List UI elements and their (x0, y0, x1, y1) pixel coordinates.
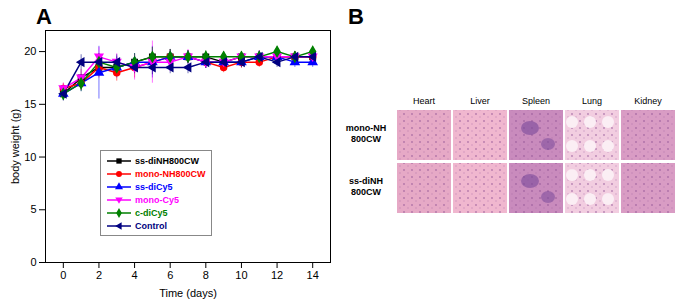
html-text:mono-NH: mono-NH (345, 123, 387, 133)
html-text:Spleen: Spleen (522, 96, 550, 106)
html-text:Control: Control (135, 220, 167, 231)
html-text:B: B (348, 4, 364, 29)
svg-text:0: 0 (30, 256, 36, 268)
svg-text:4: 4 (132, 269, 138, 281)
svg-text:8: 8 (203, 269, 209, 281)
svg-text:body weight (g): body weight (g) (9, 109, 21, 184)
svg-text:14: 14 (307, 269, 319, 281)
html-text:mono-NH800CW: mono-NH800CW (135, 168, 206, 179)
svg-text:12: 12 (271, 269, 283, 281)
svg-text:10: 10 (24, 151, 36, 163)
html-text:Lung: Lung (582, 96, 602, 106)
html-text:800CW: 800CW (351, 134, 381, 144)
html-text:Kidney: Kidney (634, 96, 662, 106)
svg-text:20: 20 (24, 45, 36, 57)
html-text:800CW: 800CW (351, 187, 381, 197)
svg-text:6: 6 (167, 269, 173, 281)
svg-text:5: 5 (30, 203, 36, 215)
svg-text:10: 10 (235, 269, 247, 281)
svg-text:2: 2 (96, 269, 102, 281)
svg-text:Time (days): Time (days) (159, 287, 217, 299)
svg-text:15: 15 (24, 98, 36, 110)
html-text:A: A (36, 4, 52, 29)
svg-text:0: 0 (60, 269, 66, 281)
html-text:c-diCy5: c-diCy5 (135, 207, 168, 218)
html-text:mono-Cy5: mono-Cy5 (135, 194, 179, 205)
html-text:Heart: Heart (413, 96, 435, 106)
html-text:ss-diNH800CW: ss-diNH800CW (135, 155, 199, 166)
html-text:ss-diNH: ss-diNH (349, 176, 383, 186)
html-text:ss-diCy5: ss-diCy5 (135, 181, 173, 192)
html-text:Liver: Liver (470, 96, 490, 106)
